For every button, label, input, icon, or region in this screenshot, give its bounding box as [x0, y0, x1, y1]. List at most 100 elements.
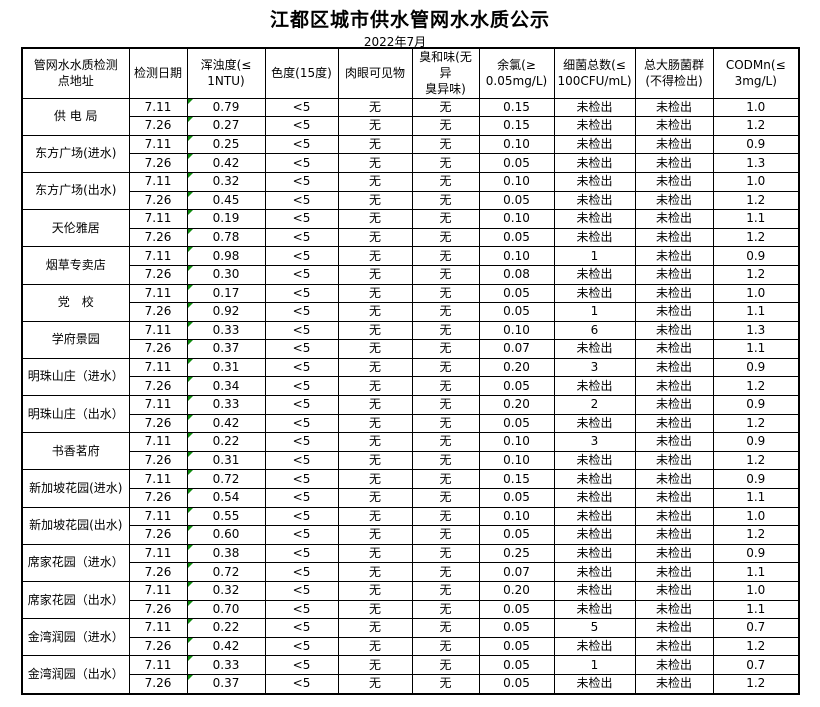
residual-chlorine-cell: 0.05 [478, 153, 555, 173]
coliform-cell: 未检出 [634, 116, 714, 136]
odor-taste-cell: 无 [411, 302, 480, 322]
turbidity-cell-with-indicator-triangle-icon: 0.22 [186, 618, 266, 638]
coliform-cell: 未检出 [634, 264, 714, 285]
bacteria-count-cell: 未检出 [553, 227, 636, 248]
odor-taste-cell: 无 [411, 116, 480, 136]
codmn-cell: 1.1 [712, 488, 800, 508]
odor-taste-cell: 无 [411, 134, 480, 155]
odor-taste-cell: 无 [411, 432, 480, 452]
date-cell: 7.26 [128, 302, 188, 322]
chroma-cell: <5 [264, 320, 339, 341]
table-row: 新加坡花园(进水) 7.11 0.72 <5 无无 0.15 未检出 未检出 0.9 [21, 469, 800, 508]
date-cell: 7.26 [128, 636, 188, 657]
coliform-cell: 未检出 [634, 302, 714, 322]
chroma-cell: <5 [264, 488, 339, 508]
col-header-residual-chlorine: 余氯(≥ 0.05mg/L) [478, 47, 555, 99]
table-row: 新加坡花园(出水) 7.11 0.55 <5 无无 0.10 未检出 未检出 1.0 [21, 506, 800, 545]
bacteria-count-cell: 1 [553, 302, 636, 322]
table-row: 7.26 0.37 <5 无无 0.05 未检出 未检出 1.2 [22, 673, 800, 695]
coliform-cell: 未检出 [634, 190, 714, 211]
codmn-cell: 1.1 [712, 562, 800, 582]
table-row: 学府景园 7.11 0.33 <5 无无 0.10 6 未检出 1.3 [21, 320, 800, 359]
codmn-cell: 1.1 [712, 302, 800, 322]
turbidity-cell-with-indicator-triangle-icon: 0.22 [186, 432, 266, 452]
bacteria-count-cell: 未检出 [553, 506, 636, 527]
visible-matter-cell: 无 [337, 395, 413, 415]
date-cell: 7.11 [128, 581, 188, 601]
location-cell: 党 校 [21, 283, 130, 322]
chroma-cell: <5 [264, 395, 339, 415]
codmn-cell: 1.0 [712, 506, 800, 527]
bacteria-count-cell: 未检出 [553, 673, 636, 695]
odor-taste-cell: 无 [411, 562, 480, 582]
visible-matter-cell: 无 [337, 302, 413, 322]
date-cell: 7.26 [128, 488, 188, 508]
odor-taste-cell: 无 [411, 413, 480, 434]
coliform-cell: 未检出 [634, 469, 714, 490]
residual-chlorine-cell: 0.05 [478, 488, 555, 508]
col-header-coliform: 总大肠菌群 (不得检出) [634, 47, 714, 99]
coliform-cell: 未检出 [634, 581, 714, 601]
chroma-cell: <5 [264, 283, 339, 304]
turbidity-cell-with-indicator-triangle-icon: 0.72 [186, 562, 266, 582]
turbidity-cell-with-indicator-triangle-icon: 0.45 [186, 190, 266, 211]
col-header-date: 检测日期 [128, 47, 188, 99]
odor-taste-cell: 无 [411, 525, 480, 545]
chroma-cell: <5 [264, 562, 339, 582]
coliform-cell: 未检出 [634, 395, 714, 415]
turbidity-cell-with-indicator-triangle-icon: 0.37 [186, 673, 266, 695]
residual-chlorine-cell: 0.05 [478, 283, 555, 304]
residual-chlorine-cell: 0.05 [478, 655, 555, 675]
table-row: 7.26 0.27 <5 无无 0.15 未检出 未检出 1.2 [22, 116, 800, 136]
location-cell: 烟草专卖店 [21, 246, 130, 285]
codmn-cell: 1.2 [712, 376, 800, 397]
coliform-cell: 未检出 [634, 543, 714, 564]
odor-taste-cell: 无 [411, 246, 480, 266]
location-cell: 席家花园（进水） [21, 543, 130, 583]
table-row: 书香茗府 7.11 0.22 <5 无无 0.10 3 未检出 0.9 [21, 432, 800, 471]
odor-taste-cell: 无 [411, 209, 480, 229]
chroma-cell: <5 [264, 636, 339, 657]
date-cell: 7.26 [128, 339, 188, 359]
residual-chlorine-cell: 0.15 [478, 97, 555, 118]
bacteria-count-cell: 未检出 [553, 488, 636, 508]
odor-taste-cell: 无 [411, 190, 480, 211]
bacteria-count-cell: 未检出 [553, 190, 636, 211]
codmn-cell: 1.1 [712, 339, 800, 359]
table-row: 7.26 0.70 <5 无无 0.05 未检出 未检出 1.1 [22, 599, 800, 620]
codmn-cell: 1.2 [712, 227, 800, 248]
table-body: 供 电 局 7.11 0.79 <5 无无 0.15 未检出 未检出 1.0 7.26 0.27 <5… [21, 97, 800, 695]
table-row: 7.26 0.92 <5 无无 0.05 1 未检出 1.1 [22, 302, 800, 322]
col-header-codmn: CODMn(≤ 3mg/L) [712, 47, 800, 99]
chroma-cell: <5 [264, 116, 339, 136]
location-cell: 东方广场(出水) [21, 171, 130, 211]
coliform-cell: 未检出 [634, 97, 714, 118]
turbidity-cell-with-indicator-triangle-icon: 0.42 [186, 636, 266, 657]
visible-matter-cell: 无 [337, 246, 413, 266]
date-cell: 7.11 [128, 171, 188, 192]
coliform-cell: 未检出 [634, 227, 714, 248]
header-row: 管网水水质检测 点地址 检测日期 浑浊度(≤ 1NTU) 色度(15度) 肉眼可… [21, 47, 800, 99]
visible-matter-cell: 无 [337, 636, 413, 657]
turbidity-cell-with-indicator-triangle-icon: 0.32 [186, 171, 266, 192]
chroma-cell: <5 [264, 673, 339, 695]
coliform-cell: 未检出 [634, 599, 714, 620]
coliform-cell: 未检出 [634, 506, 714, 527]
visible-matter-cell: 无 [337, 264, 413, 285]
chroma-cell: <5 [264, 376, 339, 397]
codmn-cell: 0.9 [712, 469, 800, 490]
date-cell: 7.11 [128, 618, 188, 638]
odor-taste-cell: 无 [411, 488, 480, 508]
turbidity-cell-with-indicator-triangle-icon: 0.72 [186, 469, 266, 490]
coliform-cell: 未检出 [634, 320, 714, 341]
coliform-cell: 未检出 [634, 413, 714, 434]
visible-matter-cell: 无 [337, 469, 413, 490]
col-header-odor-taste: 臭和味(无异 臭异味) [411, 47, 480, 99]
date-cell: 7.11 [128, 543, 188, 564]
bacteria-count-cell: 1 [553, 655, 636, 675]
chroma-cell: <5 [264, 469, 339, 490]
chroma-cell: <5 [264, 525, 339, 545]
turbidity-cell-with-indicator-triangle-icon: 0.33 [186, 655, 266, 675]
odor-taste-cell: 无 [411, 227, 480, 248]
odor-taste-cell: 无 [411, 636, 480, 657]
